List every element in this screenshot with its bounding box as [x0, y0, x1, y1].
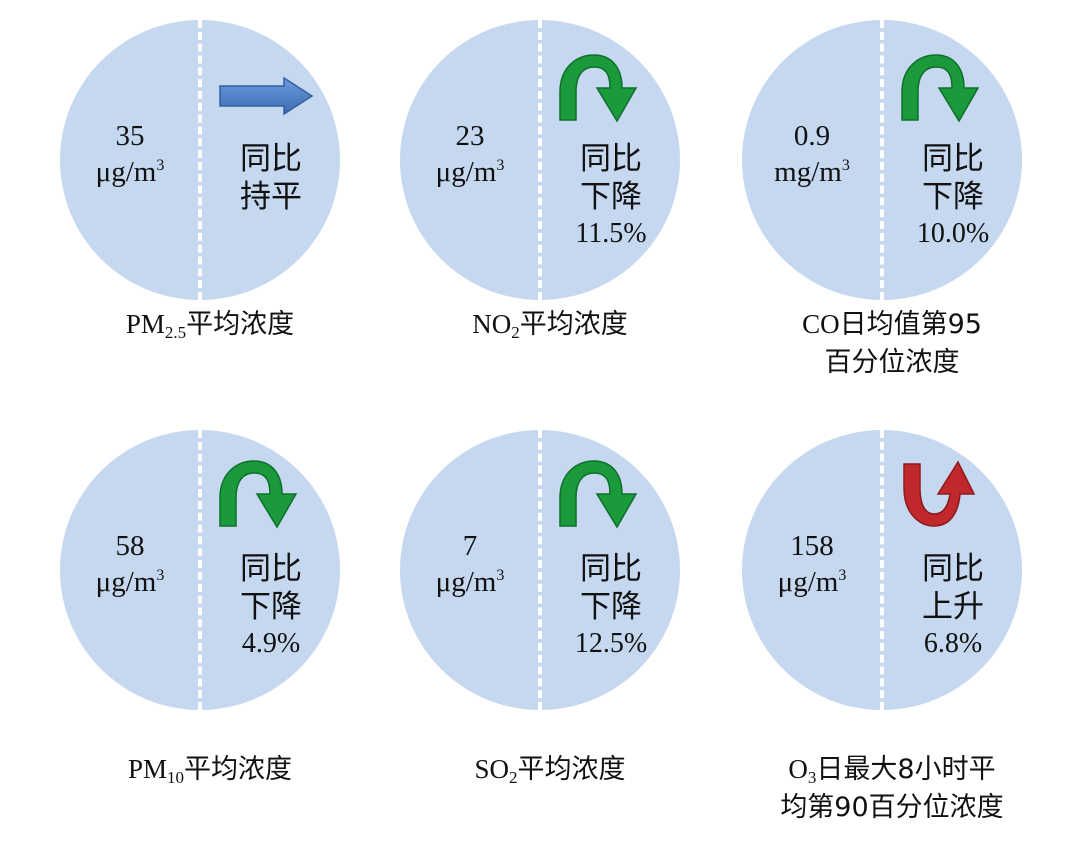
dashed-divider — [198, 430, 202, 710]
trend-block: 同比 下降 11.5% — [542, 140, 680, 252]
pollutant-label: PM2.5平均浓度 — [125, 309, 295, 342]
trend-block: 同比 下降 10.0% — [884, 140, 1022, 252]
card-pm10: 58 μg/m3 同比 下降 4.9% PM10平均浓度 — [40, 410, 380, 810]
curved-down-arrow-icon — [559, 460, 638, 529]
right-arrow-icon — [219, 76, 314, 116]
value-block: 7 μg/m3 — [400, 528, 540, 600]
trend-label-1: 同比 — [580, 141, 642, 177]
trend-block: 同比 下降 12.5% — [542, 550, 680, 662]
trend-percent: 11.5% — [575, 218, 647, 249]
dashed-divider — [880, 20, 884, 300]
trend-percent: 6.8% — [923, 628, 983, 659]
value-number: 158 — [790, 530, 834, 562]
pollutant-label: PM10平均浓度 — [127, 754, 293, 787]
indicator-circle: 35 μg/m3 同比 持平 — [60, 20, 340, 300]
value-unit: μg/m3 — [435, 156, 505, 188]
trend-label-1: 同比 — [922, 551, 984, 587]
pollutant-label: NO2平均浓度 — [472, 309, 628, 342]
value-number: 0.9 — [793, 120, 831, 152]
value-unit: mg/m3 — [774, 156, 850, 188]
curved-down-arrow-icon — [219, 460, 298, 529]
trend-label-2: 下降 — [580, 179, 642, 215]
trend-label-1: 同比 — [580, 551, 642, 587]
trend-label-2: 持平 — [240, 179, 302, 215]
value-block: 58 μg/m3 — [60, 528, 200, 600]
trend-percent: 10.0% — [916, 218, 990, 249]
indicator-circle: 58 μg/m3 同比 下降 4.9% — [60, 430, 340, 710]
trend-label-1: 同比 — [240, 551, 302, 587]
indicator-circle: 7 μg/m3 同比 下降 12.5% — [400, 430, 680, 710]
value-block: 23 μg/m3 — [400, 118, 540, 190]
trend-block: 同比 下降 4.9% — [202, 550, 340, 662]
value-number: 35 — [115, 120, 145, 152]
curved-down-arrow-icon — [559, 54, 638, 123]
trend-block: 同比 持平 — [202, 140, 340, 216]
trend-percent: 4.9% — [241, 628, 301, 659]
value-unit: μg/m3 — [95, 156, 165, 188]
card-co: 0.9 mg/m3 同比 下降 10.0% CO日均值第95 百分位浓度 — [722, 0, 1062, 400]
trend-label-2: 下降 — [922, 179, 984, 215]
value-unit: μg/m3 — [95, 566, 165, 598]
pollutant-label: CO日均值第95 百分位浓度 — [802, 309, 982, 378]
trend-label-1: 同比 — [922, 141, 984, 177]
value-number: 7 — [462, 530, 478, 562]
curved-down-arrow-icon — [901, 54, 980, 123]
trend-label-2: 下降 — [580, 589, 642, 625]
trend-label-2: 下降 — [240, 589, 302, 625]
dashed-divider — [880, 430, 884, 710]
indicator-circle: 23 μg/m3 同比 下降 11.5% — [400, 20, 680, 300]
card-o3: 158 μg/m3 同比 上升 6.8% O3日最大8小时平 均第90百分位浓度 — [722, 410, 1062, 823]
value-block: 158 μg/m3 — [742, 528, 882, 600]
card-so2: 7 μg/m3 同比 下降 12.5% SO2平均浓度 — [380, 410, 720, 810]
value-unit: μg/m3 — [435, 566, 505, 598]
card-no2: 23 μg/m3 同比 下降 11.5% NO2平均浓度 — [380, 0, 720, 400]
pollutant-label: O3日最大8小时平 均第90百分位浓度 — [780, 754, 1004, 823]
trend-label-1: 同比 — [240, 141, 302, 177]
dashed-divider — [538, 430, 542, 710]
curved-up-arrow-icon — [903, 460, 976, 527]
value-number: 23 — [455, 120, 485, 152]
trend-percent: 12.5% — [574, 628, 648, 659]
indicator-circle: 158 μg/m3 同比 上升 6.8% — [742, 430, 1022, 710]
card-pm25: 35 μg/m3 同比 持平 PM2.5平均浓度 — [40, 0, 380, 400]
indicator-circle: 0.9 mg/m3 同比 下降 10.0% — [742, 20, 1022, 300]
dashed-divider — [538, 20, 542, 300]
value-block: 35 μg/m3 — [60, 118, 200, 190]
pollutant-label: SO2平均浓度 — [474, 754, 626, 787]
trend-block: 同比 上升 6.8% — [884, 550, 1022, 662]
value-block: 0.9 mg/m3 — [742, 118, 882, 190]
value-unit: μg/m3 — [777, 566, 847, 598]
value-number: 58 — [115, 530, 145, 562]
dashed-divider — [198, 20, 202, 300]
trend-label-2: 上升 — [922, 589, 984, 625]
